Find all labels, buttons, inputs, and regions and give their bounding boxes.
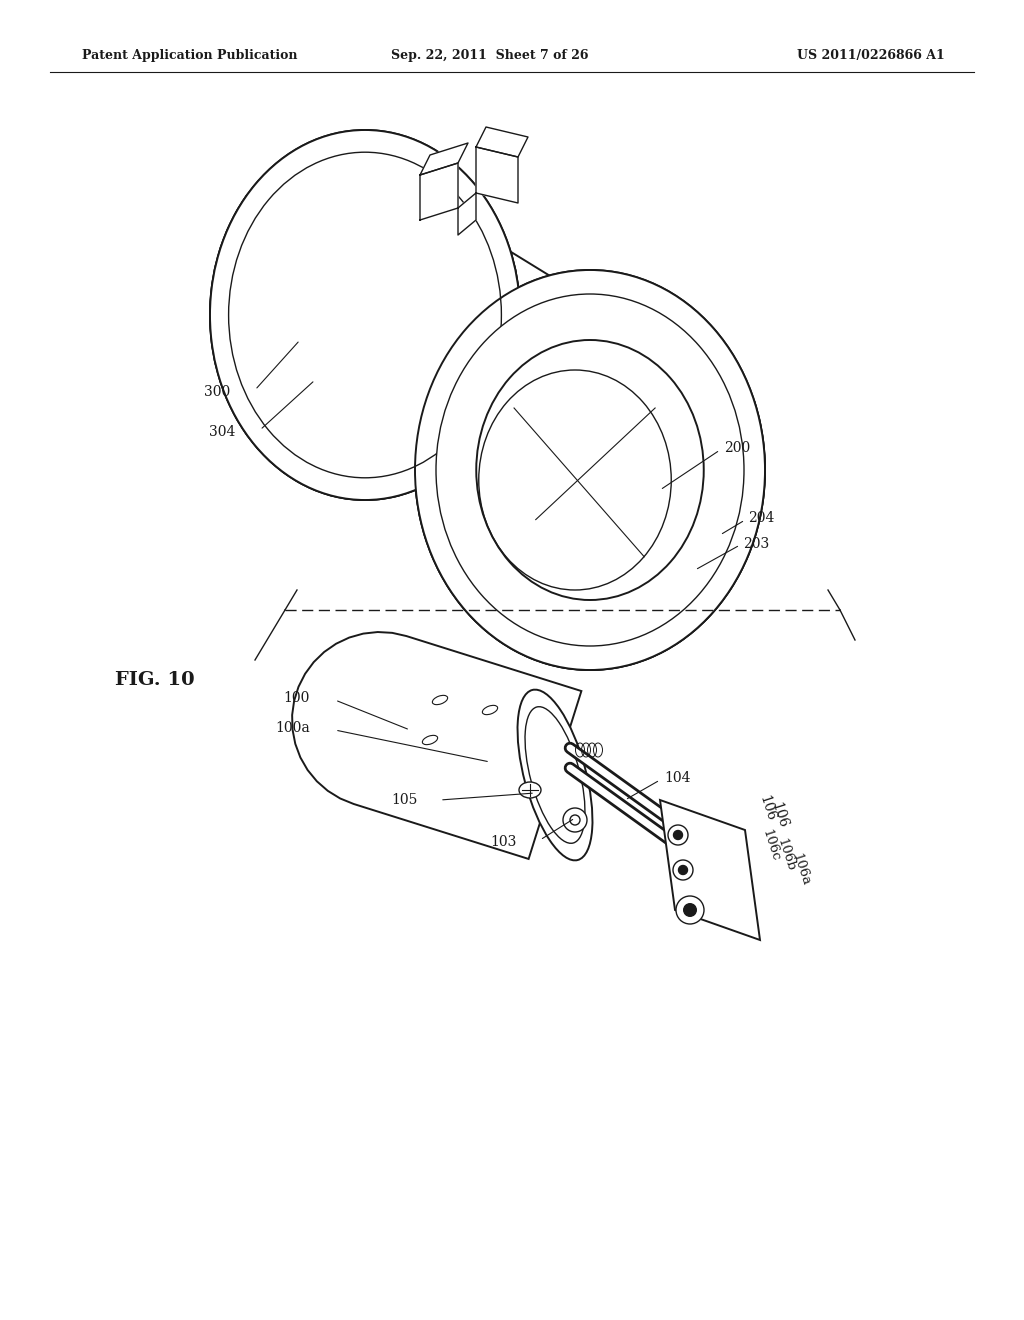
Ellipse shape (228, 152, 502, 478)
Text: 304: 304 (209, 425, 234, 440)
Text: Patent Application Publication: Patent Application Publication (82, 49, 298, 62)
Ellipse shape (517, 689, 593, 861)
Ellipse shape (525, 706, 585, 843)
Text: 100a: 100a (275, 721, 310, 735)
Polygon shape (476, 127, 528, 157)
Circle shape (684, 904, 696, 916)
Text: 105: 105 (391, 793, 418, 807)
Polygon shape (458, 193, 476, 235)
Text: 204: 204 (748, 511, 774, 525)
Text: 200: 200 (724, 441, 751, 455)
Polygon shape (420, 162, 458, 220)
Ellipse shape (415, 271, 765, 671)
Circle shape (563, 808, 587, 832)
Circle shape (668, 825, 688, 845)
Text: Sep. 22, 2011  Sheet 7 of 26: Sep. 22, 2011 Sheet 7 of 26 (391, 49, 589, 62)
Ellipse shape (210, 129, 520, 500)
Ellipse shape (210, 129, 520, 500)
Ellipse shape (415, 271, 765, 671)
Polygon shape (210, 197, 765, 669)
Polygon shape (292, 632, 582, 859)
Circle shape (674, 830, 683, 840)
Circle shape (679, 866, 687, 874)
Text: FIG. 10: FIG. 10 (115, 671, 195, 689)
Text: 106: 106 (756, 793, 777, 822)
Text: US 2011/0226866 A1: US 2011/0226866 A1 (798, 49, 945, 62)
Circle shape (673, 861, 693, 880)
Text: 300: 300 (204, 385, 230, 399)
Polygon shape (476, 147, 518, 203)
Ellipse shape (476, 341, 703, 601)
Text: 203: 203 (743, 537, 769, 550)
Ellipse shape (436, 294, 744, 645)
Polygon shape (420, 143, 468, 176)
Ellipse shape (519, 781, 541, 799)
Text: 106: 106 (768, 800, 790, 830)
Polygon shape (660, 800, 760, 940)
Circle shape (676, 896, 705, 924)
Text: 106b: 106b (775, 837, 798, 873)
Text: 106a: 106a (790, 853, 813, 888)
Text: 103: 103 (490, 836, 516, 849)
Circle shape (570, 814, 580, 825)
Text: 100: 100 (284, 690, 310, 705)
Text: 104: 104 (664, 771, 690, 785)
Text: 106c: 106c (760, 828, 782, 862)
